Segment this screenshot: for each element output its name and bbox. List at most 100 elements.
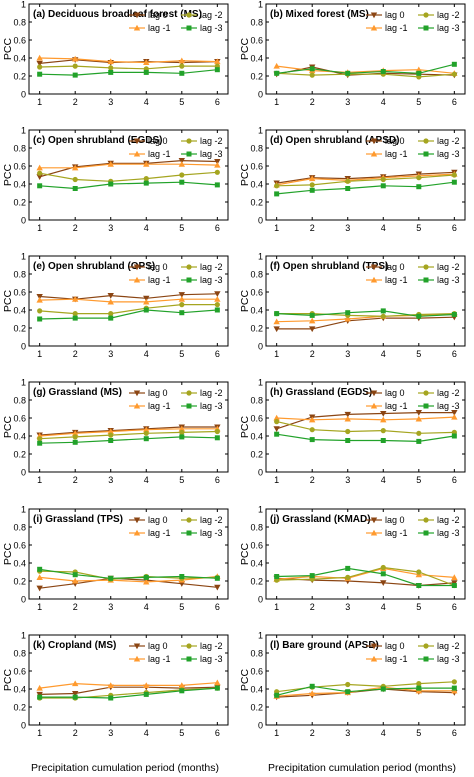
data-point [214, 302, 220, 308]
data-point [308, 690, 316, 697]
x-tick-label: 3 [108, 475, 113, 485]
series-lagminus3 [274, 565, 457, 588]
data-point [72, 311, 78, 317]
data-point [178, 682, 186, 688]
series-line [276, 174, 455, 187]
data-point [214, 679, 221, 686]
legend-marker [423, 390, 429, 396]
data-point [345, 70, 351, 76]
legend-marker [370, 517, 378, 524]
series-line [39, 682, 218, 689]
data-point [71, 690, 79, 697]
legend-label: lag -3 [200, 275, 223, 285]
data-point [36, 296, 43, 303]
legend-label: lag 0 [385, 136, 405, 146]
x-tick-label: 1 [274, 223, 279, 233]
x-tick-label: 4 [381, 728, 386, 738]
data-point [143, 574, 149, 580]
panel-title: (b) Mixed forest (MS) [270, 9, 369, 20]
legend-marker [133, 264, 141, 271]
data-point [179, 574, 185, 579]
series-line [39, 568, 218, 579]
y-tick-label: 0.6 [250, 161, 263, 171]
series-lagminus2 [274, 419, 457, 436]
x-tick-label: 4 [144, 728, 149, 738]
data-point [36, 60, 43, 67]
x-tick-label: 5 [416, 728, 421, 738]
data-point [273, 62, 280, 69]
data-point [72, 572, 78, 578]
panel-title: (h) Grassland (EGDS) [270, 387, 372, 398]
y-tick-label: 0.8 [250, 522, 263, 532]
data-point [143, 69, 149, 75]
legend-marker [133, 402, 141, 409]
x-tick-label: 2 [73, 475, 78, 485]
data-point [72, 434, 78, 440]
series-lagminus2 [274, 172, 457, 189]
legend-marker [186, 517, 192, 523]
series-line [276, 416, 455, 421]
y-tick-label: 1 [21, 504, 26, 514]
legend-label: lag -3 [437, 23, 460, 33]
data-point [143, 426, 150, 433]
y-tick-label: 0 [258, 720, 263, 730]
y-tick-label: 1 [21, 377, 26, 387]
data-point [72, 176, 78, 183]
x-tick-label: 3 [345, 602, 350, 612]
legend: lag 0 lag -1 lag -2 lag -3 [366, 10, 460, 33]
x-tick-label: 5 [179, 728, 184, 738]
y-tick-label: 0.6 [250, 540, 263, 550]
plot-frame [28, 129, 229, 221]
legend-label: lag -2 [200, 136, 223, 146]
data-point [214, 182, 220, 188]
plot-frame [28, 508, 229, 600]
data-point [214, 575, 220, 581]
x-tick-label: 4 [144, 97, 149, 107]
data-point [214, 58, 221, 65]
series-line [39, 575, 218, 583]
legend: lag 0 lag -1 lag -2 lag -3 [366, 641, 460, 664]
data-point [71, 296, 79, 302]
series-line [39, 181, 218, 190]
series-lagminus1 [36, 54, 221, 66]
data-point [308, 326, 316, 333]
legend-marker [423, 517, 429, 523]
data-point [451, 71, 457, 77]
y-tick-label: 0 [258, 341, 263, 351]
x-tick-label: 6 [215, 475, 220, 485]
data-point [178, 161, 186, 167]
x-tick-label: 1 [274, 475, 279, 485]
legend-marker [423, 151, 429, 157]
x-axis-label-right: Precipitation cumulation period (months) [268, 762, 456, 774]
data-point [143, 180, 149, 186]
data-point [36, 574, 43, 580]
data-point [37, 71, 43, 77]
y-axis-label: PCC [239, 289, 251, 312]
data-point [380, 410, 387, 417]
x-tick-label: 1 [37, 97, 42, 107]
data-point [143, 307, 149, 313]
panel-title: (c) Open shrubland (EGDS) [33, 135, 162, 146]
data-point [179, 70, 185, 76]
series-lagminus2 [37, 63, 220, 72]
panel-title: (k) Cropland (MS) [33, 640, 116, 651]
x-tick-label: 2 [310, 349, 315, 359]
data-point [309, 437, 315, 443]
legend-label: lag -1 [148, 149, 171, 159]
x-tick-label: 4 [144, 475, 149, 485]
plot-frame [265, 3, 466, 95]
y-tick-label: 0.8 [250, 648, 263, 658]
data-point [308, 175, 316, 182]
legend-label: lag -1 [148, 23, 171, 33]
legend-label: lag -3 [200, 23, 223, 33]
data-point [345, 186, 351, 191]
data-point [274, 183, 280, 189]
y-axis-label: PCC [2, 668, 14, 691]
data-point [451, 413, 458, 420]
x-tick-label: 5 [179, 349, 184, 359]
y-tick-label: 0.6 [250, 287, 263, 297]
series-line [39, 293, 218, 300]
legend-marker [370, 643, 378, 650]
legend-marker [370, 390, 378, 397]
data-point [309, 72, 315, 78]
